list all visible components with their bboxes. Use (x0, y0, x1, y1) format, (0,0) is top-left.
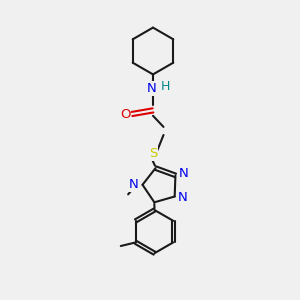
Text: N: N (129, 178, 139, 191)
Text: O: O (120, 108, 130, 121)
Text: S: S (149, 147, 157, 160)
Text: N: N (179, 167, 189, 180)
Text: N: N (178, 191, 188, 205)
Text: N: N (147, 82, 156, 95)
Text: H: H (161, 80, 170, 93)
